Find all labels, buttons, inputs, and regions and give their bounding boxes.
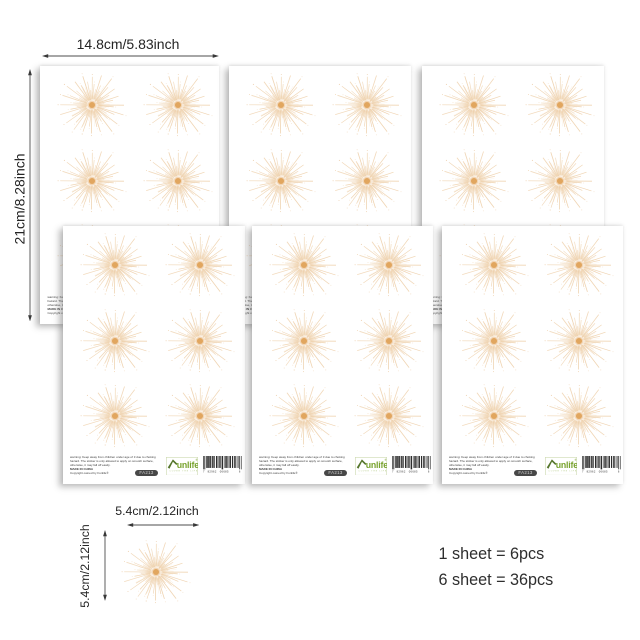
svg-text:COVER THE LIFE: COVER THE LIFE	[169, 470, 198, 472]
svg-text:82962: 82962	[397, 470, 406, 473]
svg-text:82962: 82962	[587, 470, 596, 473]
svg-text:6: 6	[239, 470, 241, 473]
svg-text:®: ®	[384, 458, 386, 462]
svg-text:unlife: unlife	[177, 460, 198, 470]
svg-text:82962: 82962	[208, 470, 217, 473]
svg-text:COVER THE LIFE: COVER THE LIFE	[548, 470, 577, 472]
svg-text:7: 7	[582, 470, 584, 473]
svg-text:06685: 06685	[220, 470, 229, 473]
svg-text:06685: 06685	[409, 470, 418, 473]
svg-text:COVER THE LIFE: COVER THE LIFE	[358, 470, 387, 472]
svg-text:®: ®	[195, 458, 197, 462]
svg-text:unlife: unlife	[366, 460, 387, 470]
svg-text:6: 6	[428, 470, 430, 473]
svg-text:7: 7	[392, 470, 394, 473]
svg-text:unlife: unlife	[556, 460, 577, 470]
svg-text:06685: 06685	[599, 470, 608, 473]
svg-text:®: ®	[574, 458, 576, 462]
svg-text:6: 6	[618, 470, 620, 473]
svg-text:7: 7	[203, 470, 205, 473]
